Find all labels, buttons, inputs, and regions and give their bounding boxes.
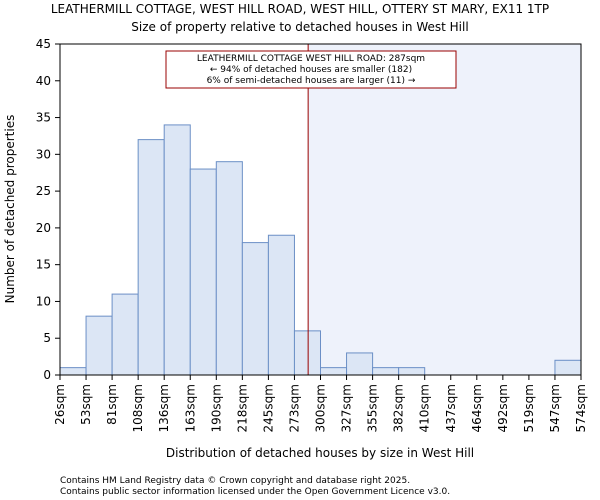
x-tick-label: 273sqm — [287, 384, 301, 432]
x-tick-label: 218sqm — [235, 384, 249, 432]
y-axis-ticks: 0 5 10 15 20 25 30 35 40 45 — [36, 37, 60, 382]
chart-title: LEATHERMILL COTTAGE, WEST HILL ROAD, WES… — [51, 2, 549, 34]
x-tick-label: 300sqm — [314, 384, 328, 432]
x-tick-label: 382sqm — [392, 384, 406, 432]
y-axis-label: Number of detached properties — [3, 115, 17, 304]
x-tick-label: 163sqm — [183, 384, 197, 432]
footer-line-2: Contains public sector information licen… — [60, 487, 450, 497]
bar-300sqm — [320, 367, 348, 376]
y-tick-label: 35 — [36, 111, 51, 125]
bar-163sqm — [189, 168, 217, 376]
x-tick-label: 492sqm — [496, 384, 510, 432]
x-tick-label: 26sqm — [53, 384, 67, 425]
y-tick-label: 15 — [36, 258, 51, 272]
bar-273sqm — [293, 330, 322, 376]
x-tick-label: 574sqm — [574, 384, 588, 432]
y-tick-label: 45 — [36, 37, 51, 51]
bar-26sqm — [59, 367, 87, 376]
x-tick-label: 547sqm — [548, 384, 562, 432]
footer-line-1: Contains HM Land Registry data © Crown c… — [60, 476, 410, 486]
bar-136sqm — [163, 124, 191, 376]
x-tick-label: 519sqm — [522, 384, 536, 432]
y-tick-label: 10 — [36, 294, 51, 308]
y-tick-label: 20 — [36, 221, 51, 235]
bar-355sqm — [372, 367, 400, 376]
bar-547sqm — [554, 359, 582, 376]
x-tick-label: 464sqm — [470, 384, 484, 432]
chart-title-line-2: Size of property relative to detached ho… — [131, 20, 468, 34]
x-tick-label: 245sqm — [261, 384, 275, 432]
y-tick-label: 30 — [36, 147, 51, 161]
x-tick-label: 355sqm — [366, 384, 380, 432]
x-tick-label: 81sqm — [105, 384, 119, 425]
x-axis-label: Distribution of detached houses by size … — [166, 446, 474, 460]
chart-title-line-1: LEATHERMILL COTTAGE, WEST HILL ROAD, WES… — [51, 2, 549, 16]
bar-245sqm — [267, 234, 295, 376]
bar-53sqm — [85, 315, 113, 376]
y-tick-label: 25 — [36, 184, 51, 198]
x-tick-label: 136sqm — [157, 384, 171, 432]
annotation-line-2: ← 94% of detached houses are smaller (18… — [210, 65, 412, 75]
bar-382sqm — [398, 367, 426, 376]
x-tick-label: 327sqm — [340, 384, 354, 432]
x-tick-label: 410sqm — [418, 384, 432, 432]
bar-218sqm — [241, 242, 269, 376]
x-axis-ticks: 26sqm 53sqm 81sqm 108sqm 136sqm 163sqm 190sqm 2… — [53, 375, 588, 432]
larger-than-property-region — [308, 44, 581, 375]
histogram-bars — [59, 124, 582, 376]
bar-327sqm — [346, 352, 374, 376]
y-tick-label: 5 — [43, 331, 51, 345]
bar-108sqm — [137, 139, 165, 376]
annotation-line-1: LEATHERMILL COTTAGE WEST HILL ROAD: 287s… — [197, 54, 425, 64]
y-tick-label: 0 — [43, 368, 51, 382]
x-tick-label: 190sqm — [209, 384, 223, 432]
x-tick-label: 437sqm — [444, 384, 458, 432]
property-annotation: LEATHERMILL COTTAGE WEST HILL ROAD: 287s… — [165, 50, 457, 89]
x-tick-label: 108sqm — [131, 384, 145, 432]
y-tick-label: 40 — [36, 74, 51, 88]
bar-190sqm — [215, 161, 243, 376]
annotation-box — [165, 50, 457, 89]
footer: Contains HM Land Registry data © Crown c… — [60, 476, 450, 497]
x-tick-label: 53sqm — [79, 384, 93, 425]
annotation-line-3: 6% of semi-detached houses are larger (1… — [207, 76, 416, 86]
bar-81sqm — [111, 293, 139, 376]
